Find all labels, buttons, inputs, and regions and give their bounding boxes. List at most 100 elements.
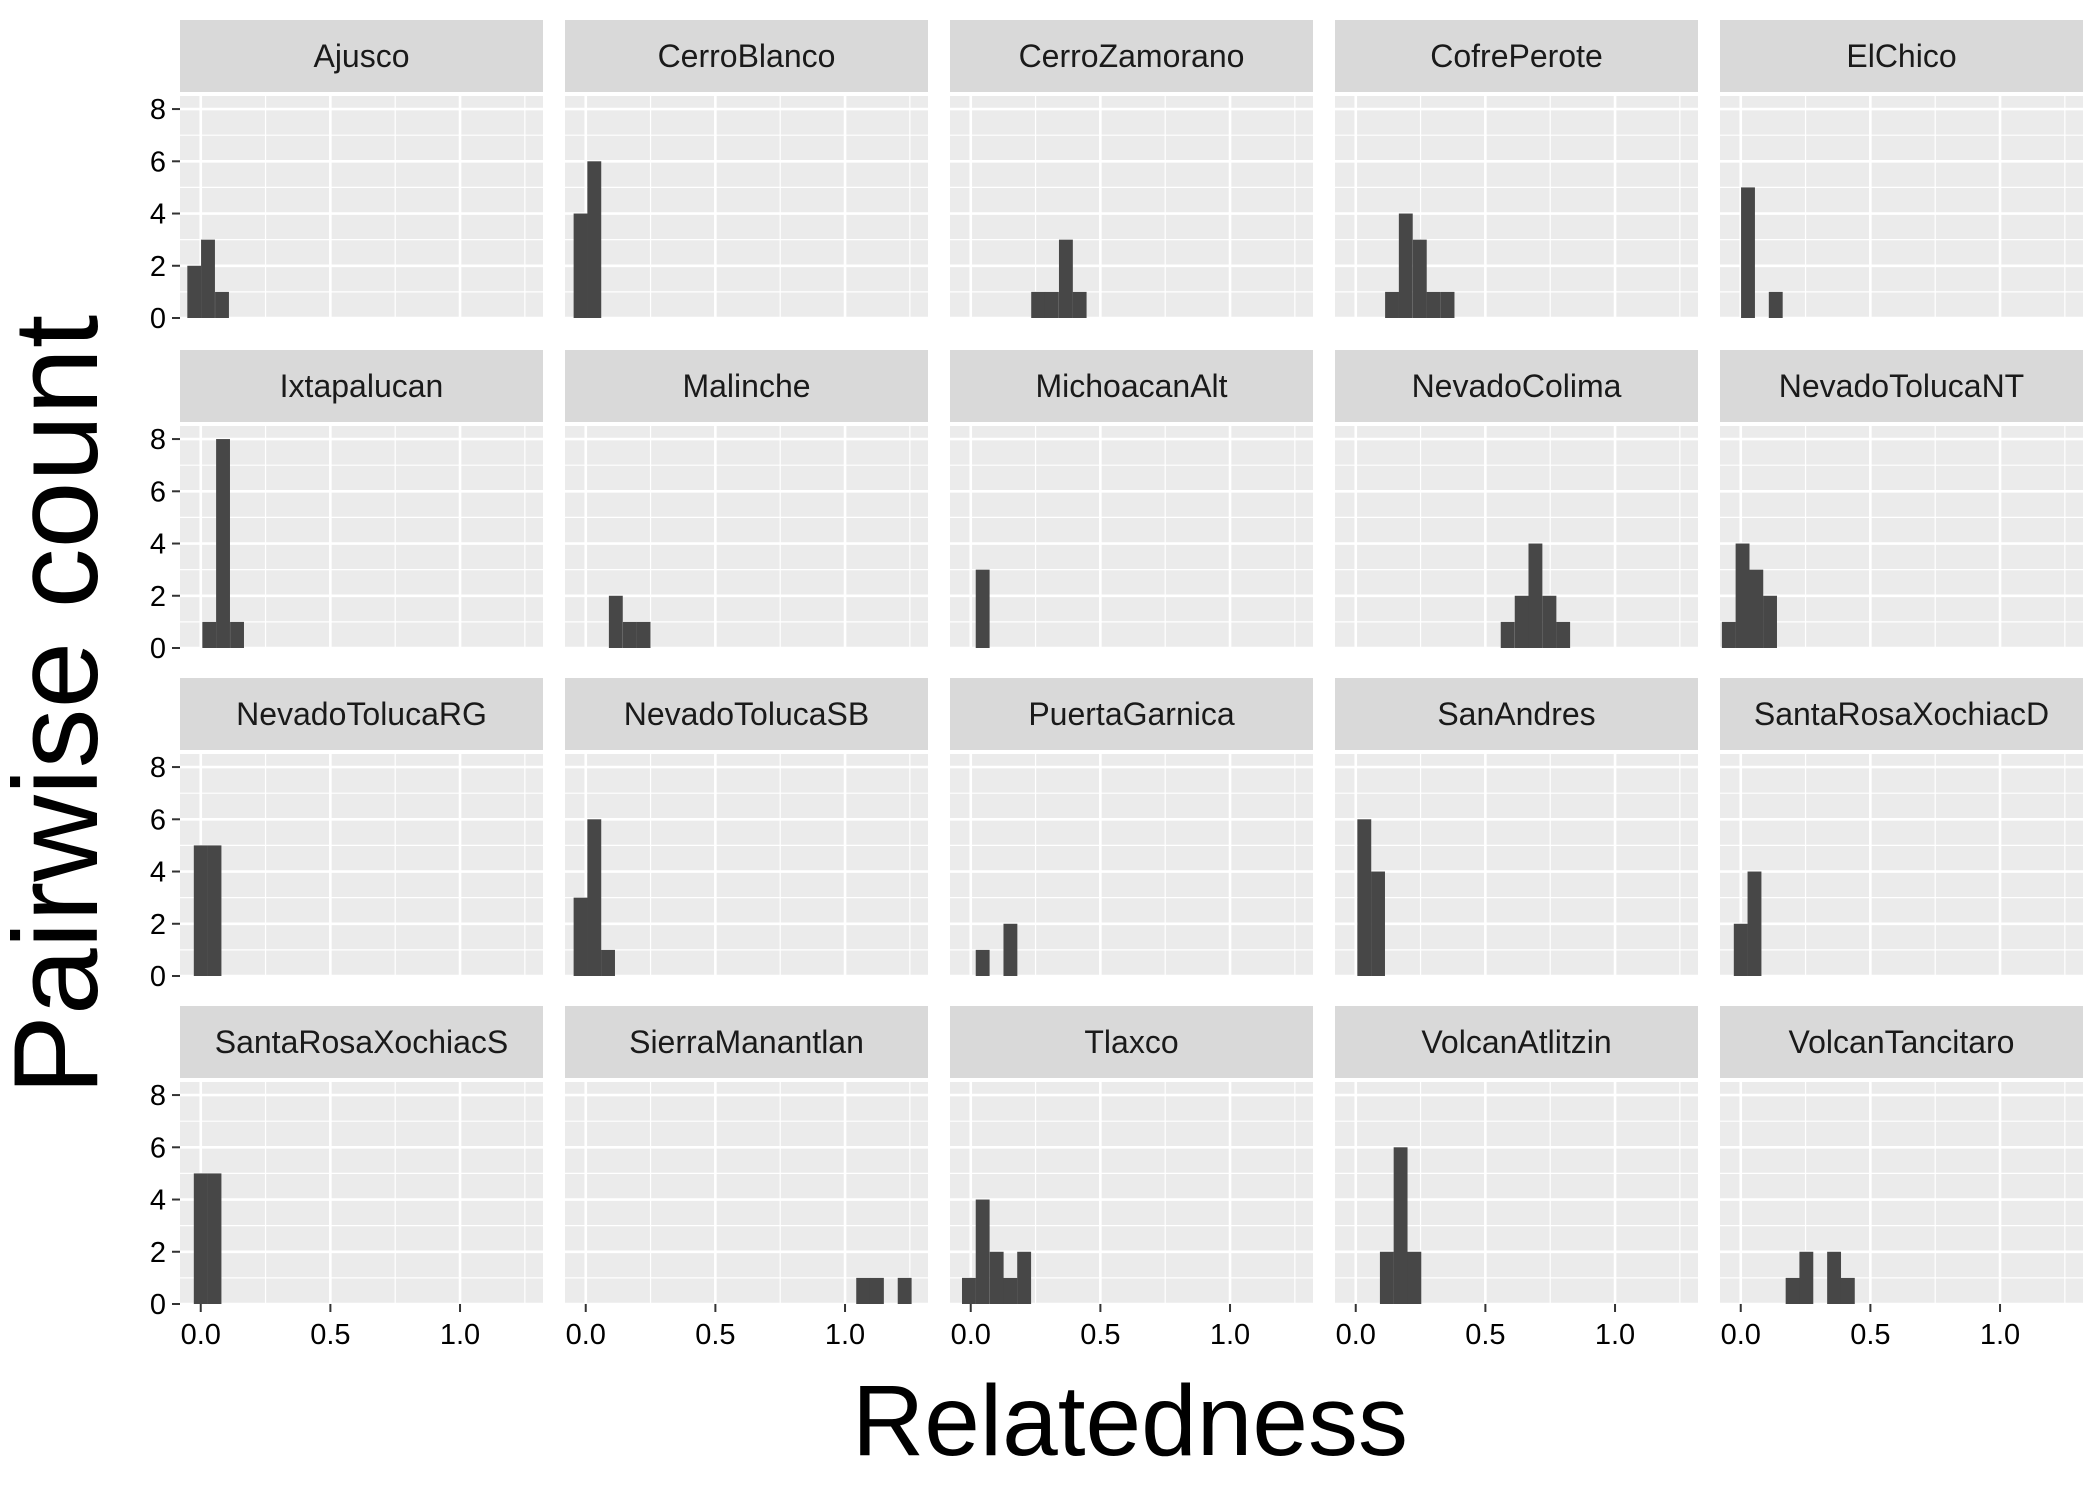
panel-background [180,96,543,318]
y-tick-label: 6 [150,1132,166,1164]
panel-background [180,754,543,976]
panel-background [1335,754,1698,976]
histogram-bar [1003,1277,1018,1304]
facet-label: SantaRosaXochiacS [215,1024,509,1060]
histogram-bar [1840,1277,1855,1304]
y-tick-label: 2 [150,251,166,283]
facet-label: SantaRosaXochiacD [1754,696,2049,732]
y-tick-label: 4 [150,857,166,889]
x-axis-col-5: 0.0 0.5 1.0 [1721,1304,2020,1351]
panel-background [1720,1082,2083,1304]
x-tick-label: 1.0 [1595,1319,1635,1351]
panel-background [1335,96,1698,318]
facet-label: PuertaGarnica [1028,696,1235,732]
histogram-bar [1379,1251,1394,1304]
histogram-bar [1827,1251,1842,1304]
histogram-bar [1385,291,1399,318]
facet-panels: Ajusco CerroBlanco CerroZamorano CofrePerot… [180,20,2083,1306]
histogram-bar [1514,595,1529,648]
histogram-bar [1044,291,1059,318]
facet-strip [180,20,543,92]
facet-volcantancitaro: VolcanTancitaro [1720,1006,2083,1306]
histogram-bar [961,1277,976,1304]
y-axis-row-4: 0 2 4 6 8 [150,1080,180,1321]
facet-label: Malinche [682,368,810,404]
panel-background [180,426,543,648]
histogram-bar [622,621,637,648]
histogram-bar [1017,1251,1032,1304]
facet-sanandres: SanAndres [1335,678,1698,978]
histogram-bar [1735,543,1750,648]
facet-cofreperote: CofrePerote [1335,20,1698,320]
facet-strip [180,350,543,422]
histogram-bar [1768,291,1783,318]
panel-background [1720,96,2083,318]
x-tick-label: 0.5 [1080,1319,1120,1351]
histogram-bar [1741,187,1755,318]
facet-label: Ajusco [313,38,409,74]
histogram-bar [1058,239,1073,318]
histogram-bar [1393,1147,1408,1304]
histogram-bar [1357,819,1372,976]
histogram-bar [1407,1251,1422,1304]
facet-ajusco: Ajusco [180,20,543,320]
histogram-bar [897,1277,912,1304]
facet-nevadotolucasb: NevadoTolucaSB [565,678,928,978]
facet-malinche: Malinche [565,350,928,650]
y-tick-label: 6 [150,476,166,508]
facet-strip [1720,678,2083,750]
histogram-bar [1371,871,1385,976]
facet-strip [565,1006,928,1078]
panel-background [950,1082,1313,1304]
y-tick-label: 4 [150,199,166,231]
facet-label: Ixtapalucan [280,368,444,404]
y-tick-label: 6 [150,146,166,178]
facet-ixtapalucan: Ixtapalucan [180,350,543,650]
y-tick-label: 0 [150,1289,166,1321]
facet-label: CofrePerote [1430,38,1603,74]
histogram-bar [1500,621,1515,648]
panel-background [565,96,928,318]
facet-elchico: ElChico [1720,20,2083,320]
facet-nevadotolucarg: NevadoTolucaRG [180,678,543,978]
x-axis-title: Relatedness [852,1365,1408,1477]
x-axes: 0.0 0.5 1.0 0.0 0.5 1.0 0.0 0.5 1.0 0.0 0.5 1.0 0.0 0… [181,1304,2020,1351]
facet-label: SierraManantlan [629,1024,864,1060]
histogram-bar [202,621,217,648]
y-tick-label: 8 [150,424,166,456]
y-tick-label: 6 [150,804,166,836]
histogram-bar [989,1251,1004,1304]
facet-strip [1335,1006,1698,1078]
y-axis-row-3: 0 2 4 6 8 [150,752,180,993]
histogram-bar [1556,621,1571,648]
facet-volcanatlitzin: VolcanAtlitzin [1335,1006,1698,1306]
y-axes: 0 2 4 6 8 0 2 4 6 8 0 2 4 6 8 0 2 4 6 8 [150,94,180,1321]
facet-label: NevadoColima [1412,368,1622,404]
facet-puertagarnica: PuertaGarnica [950,678,1313,978]
histogram-bar [230,621,244,648]
y-tick-label: 0 [150,961,166,993]
facet-strip [950,350,1313,422]
histogram-bar [1072,291,1087,318]
facet-label: VolcanAtlitzin [1421,1024,1611,1060]
histogram-bar [1747,871,1762,976]
facet-strip [1720,1006,2083,1078]
y-tick-label: 4 [150,529,166,561]
panel-background [950,96,1313,318]
panel-background [565,754,928,976]
histogram-bar [573,897,588,976]
facet-strip [1335,678,1698,750]
y-tick-label: 2 [150,581,166,613]
panel-background [1720,426,2083,648]
histogram-bar [201,239,215,318]
x-tick-label: 1.0 [825,1319,865,1351]
histogram-bar [1749,569,1764,648]
facet-cerroblanco: CerroBlanco [565,20,928,320]
x-tick-label: 0.0 [566,1319,606,1351]
histogram-bar [1031,291,1046,318]
facet-strip [565,20,928,92]
histogram-bar [1799,1251,1814,1304]
facet-label: MichoacanAlt [1035,368,1227,404]
histogram-bar [193,1173,208,1304]
